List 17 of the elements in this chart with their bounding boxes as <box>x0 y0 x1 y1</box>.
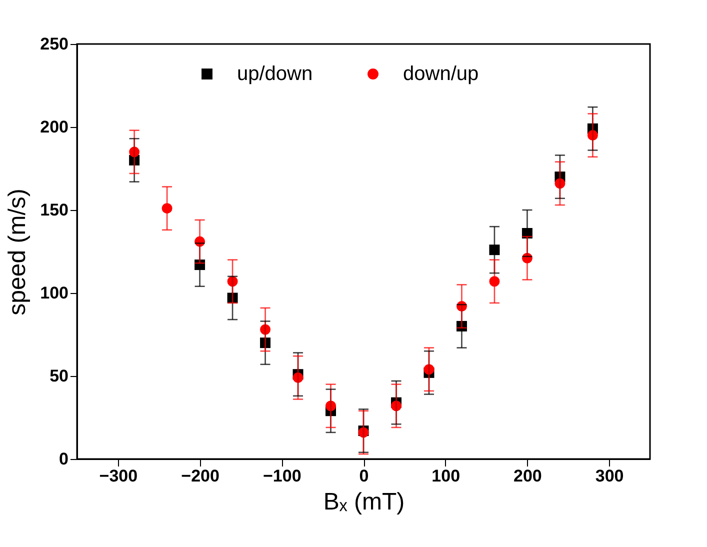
x-tick-label: −100 <box>262 466 302 486</box>
legend-label: up/down <box>237 63 313 85</box>
y-tick-label: 0 <box>59 450 68 468</box>
y-axis-title: speed (m/s) <box>4 188 32 316</box>
x-tick-label: 200 <box>514 466 542 486</box>
y-tick-label: 250 <box>40 34 68 54</box>
x-tick-label: 0 <box>359 466 369 486</box>
y-tick-label: 150 <box>40 200 68 220</box>
x-tick-label: −300 <box>99 466 138 486</box>
y-tick-label: 50 <box>50 366 68 386</box>
legend-label: down/up <box>403 63 479 85</box>
y-tick-label: 100 <box>40 284 68 302</box>
x-tick-label: −200 <box>181 466 220 486</box>
x-axis-title: Bₓ (mT) <box>323 488 405 516</box>
x-tick-label: 100 <box>432 466 460 486</box>
y-tick-label: 200 <box>40 118 68 136</box>
x-tick-label: 300 <box>595 466 624 486</box>
